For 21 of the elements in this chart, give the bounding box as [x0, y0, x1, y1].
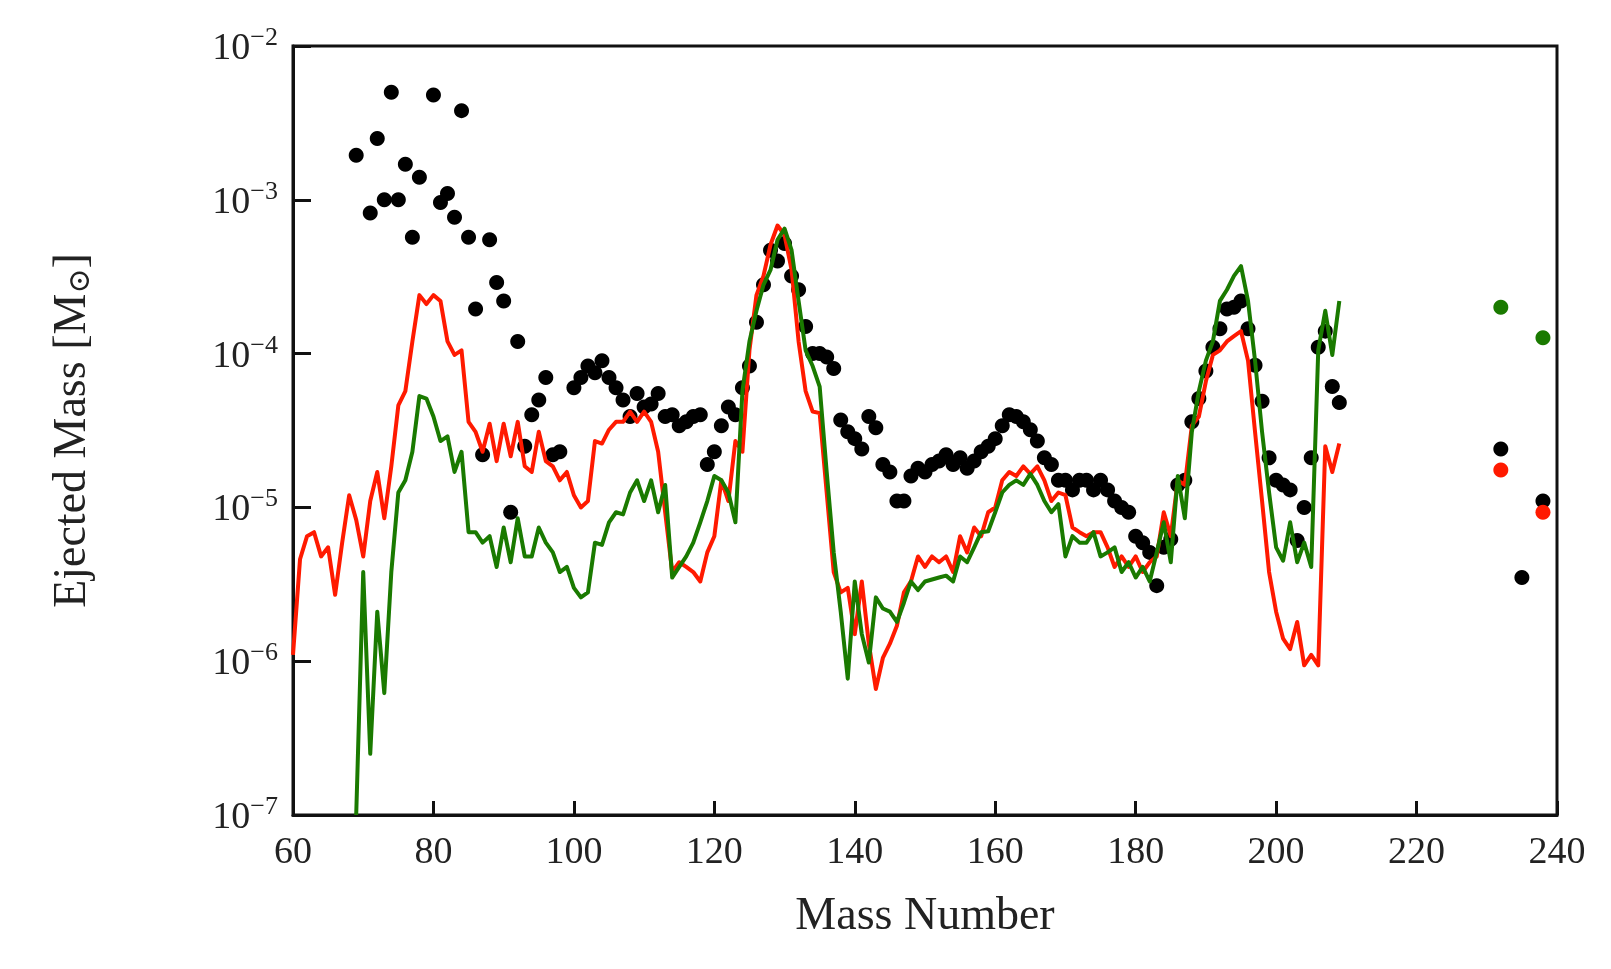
x-tick-label: 140 — [826, 829, 884, 871]
y-tick-label: 10$^{−5}$ — [212, 482, 278, 529]
y-tick-label: 10$^{−4}$ — [212, 329, 278, 375]
x-tick-label: 180 — [1107, 829, 1165, 871]
y-tick-label: 10$^{−2}$ — [212, 21, 278, 67]
line-series — [354, 226, 1342, 817]
y-tick-label: 10$^{−6}$ — [212, 636, 278, 683]
y-axis-title: Ejected Mass [M⊙] — [43, 253, 95, 608]
x-tick-label: 240 — [1528, 829, 1586, 871]
x-tick-label: 200 — [1247, 829, 1305, 871]
x-tick-label: 160 — [966, 829, 1024, 871]
x-tick-label: 220 — [1388, 829, 1446, 871]
point — [1535, 330, 1551, 346]
point — [1493, 462, 1509, 478]
x-tick-label: 120 — [685, 829, 743, 871]
x-axis-title: Mass Number — [795, 887, 1055, 939]
y-tick-label: 10$^{−3}$ — [212, 175, 278, 221]
point — [1493, 299, 1509, 315]
point — [1535, 504, 1551, 520]
x-tick-label: 80 — [414, 829, 453, 871]
x-tick-label: 100 — [545, 829, 603, 871]
